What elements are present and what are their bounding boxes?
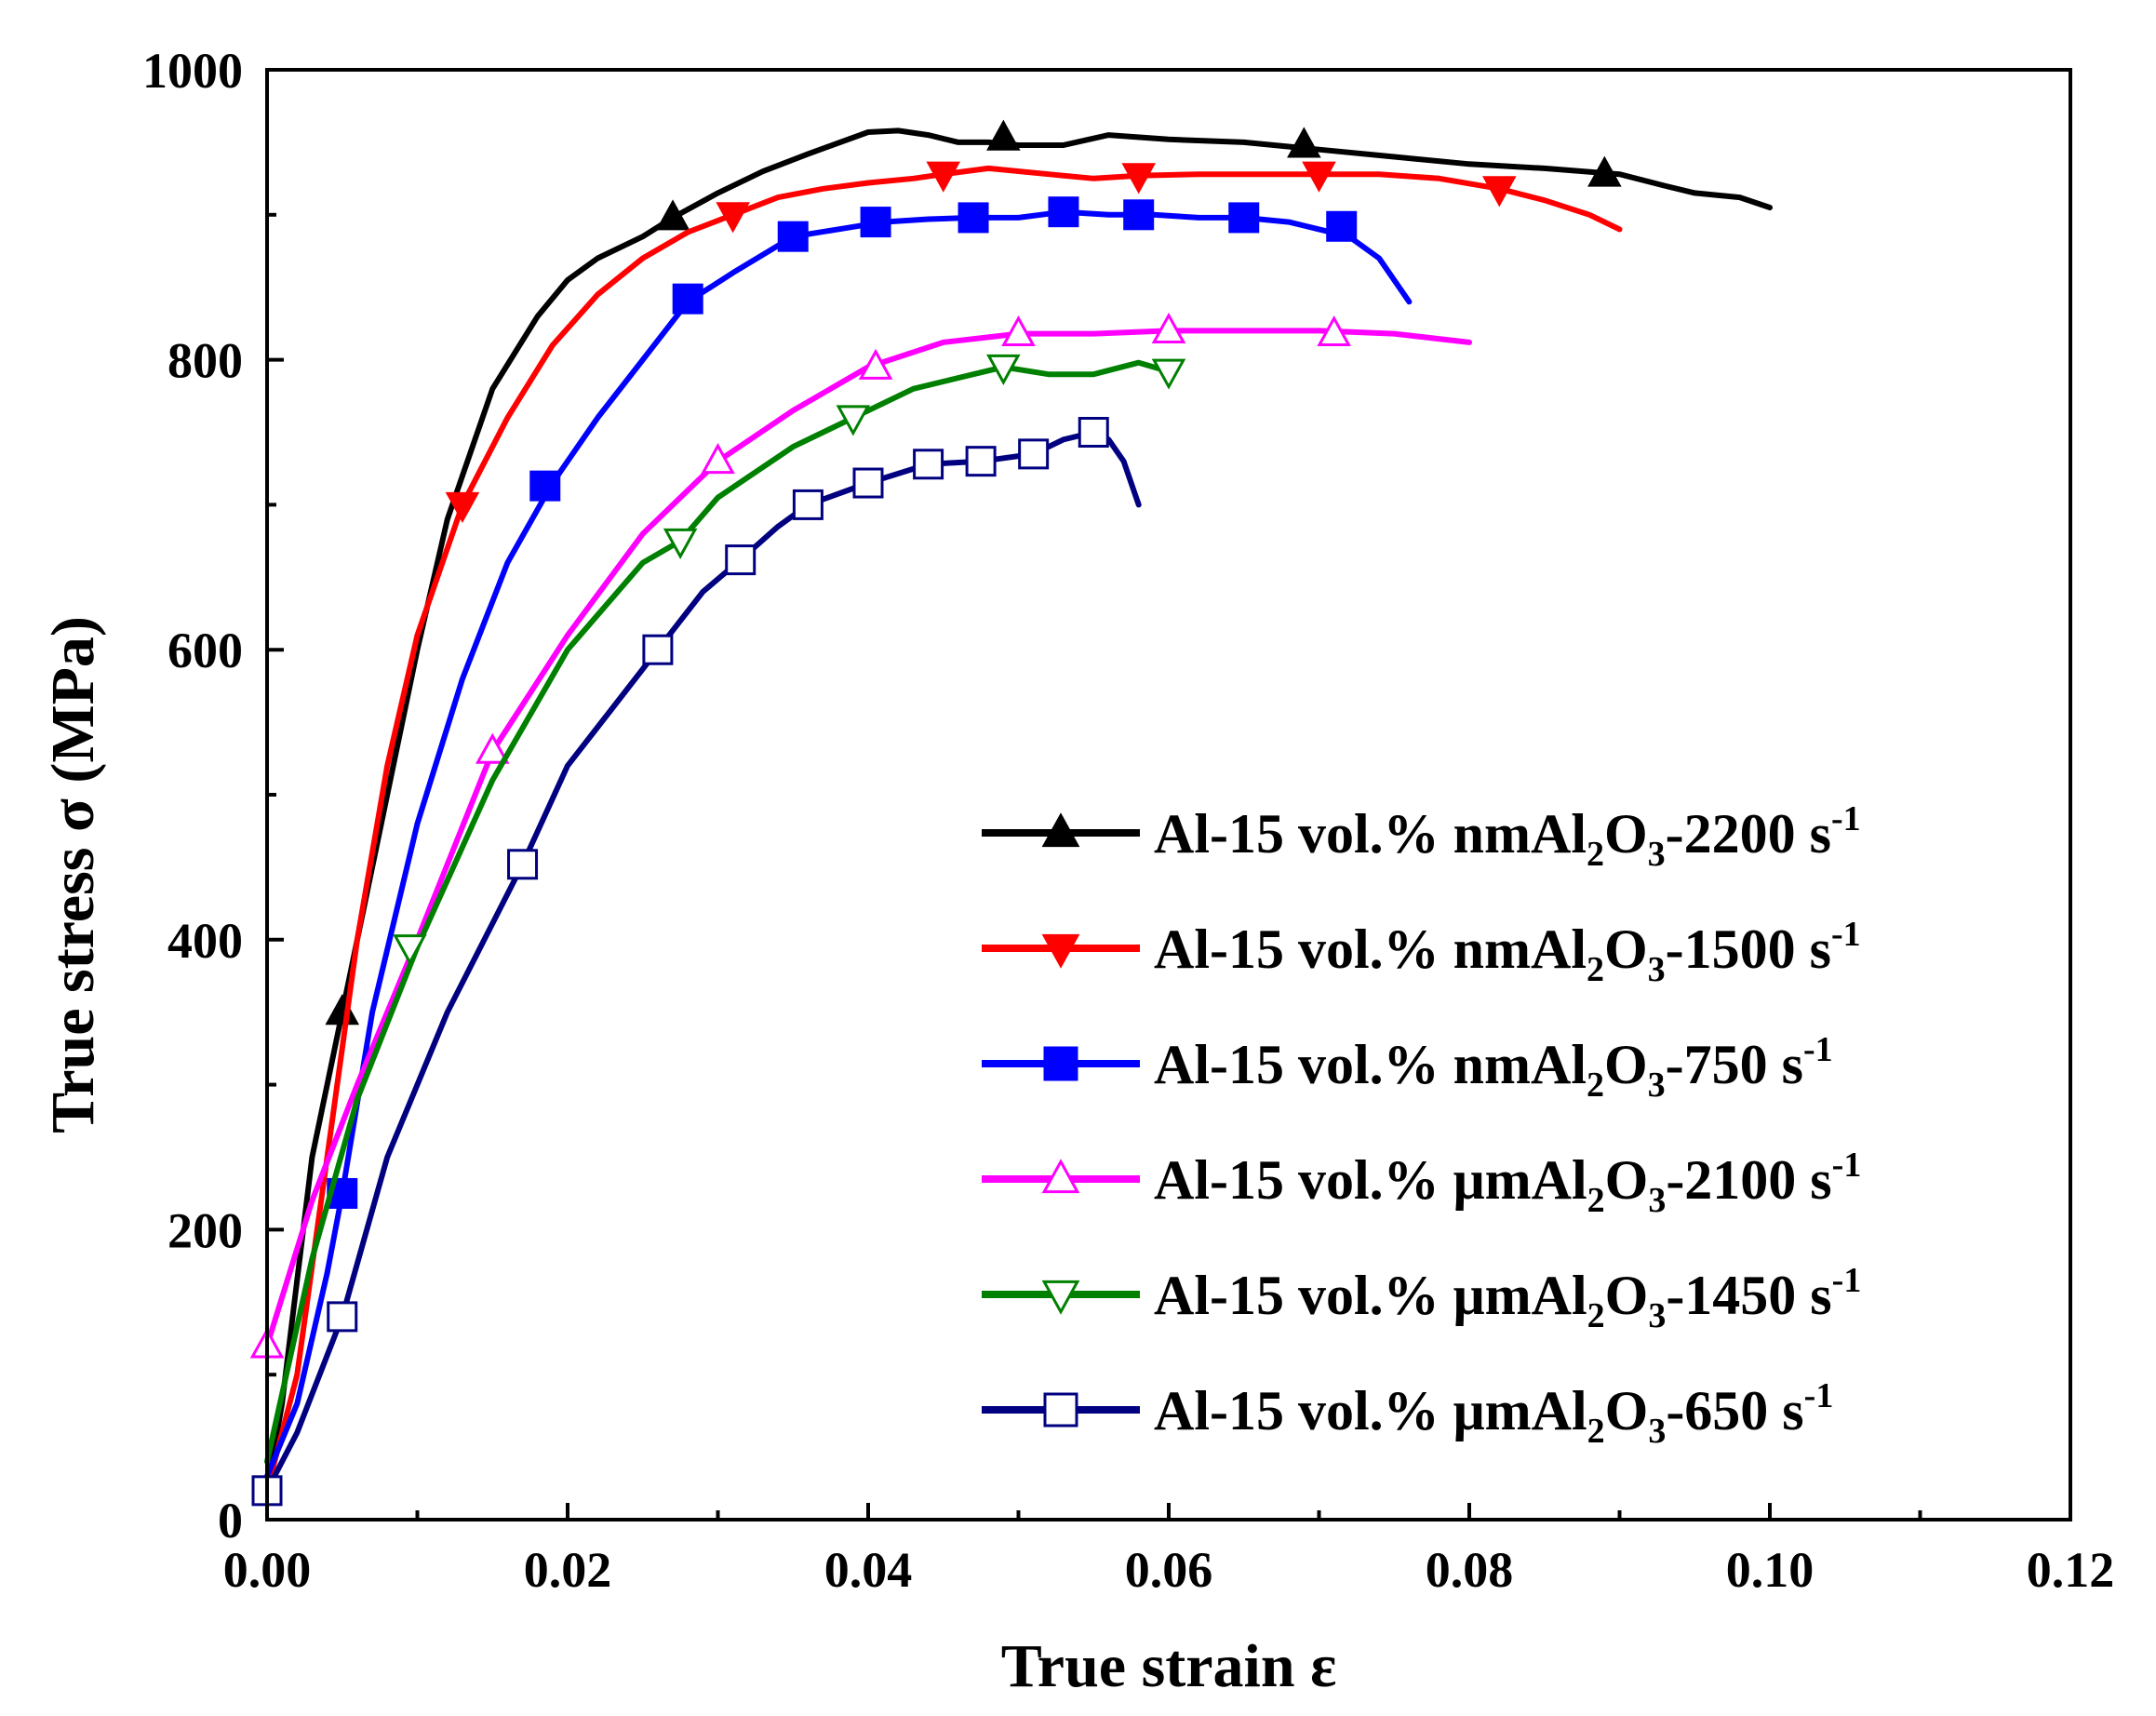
legend-marker <box>1043 1392 1078 1428</box>
data-point <box>1317 315 1351 347</box>
data-point <box>986 119 1021 151</box>
legend-entry: Al-15 vol.% μmAl2O3-2100 s-1 <box>982 1146 1861 1220</box>
legend: Al-15 vol.% nmAl2O3-2200 s-1 Al-15 vol.% … <box>982 799 1861 1451</box>
legend-label: Al-15 vol.% nmAl2O3-2200 s-1 <box>1154 799 1861 874</box>
legend-marker <box>1041 1280 1080 1315</box>
data-point <box>327 1301 358 1333</box>
data-point <box>852 467 884 499</box>
y-tick-label: 600 <box>167 623 243 678</box>
data-point <box>926 161 961 193</box>
x-axis-ticks: 0.00 0.02 0.04 0.06 0.08 0.10 0.12 <box>223 1503 2115 1598</box>
x-tick-label: 0.00 <box>223 1542 312 1598</box>
legend-entry: Al-15 vol.% μmAl2O3-650 s-1 <box>982 1376 1833 1451</box>
data-point <box>1121 163 1156 194</box>
series-line <box>264 165 1623 1494</box>
series-6 <box>251 417 1142 1507</box>
legend-marker <box>1041 1159 1080 1194</box>
data-point <box>701 443 735 475</box>
data-point <box>1228 202 1260 234</box>
data-point <box>529 470 561 502</box>
x-tick-label: 0.08 <box>1426 1542 1514 1598</box>
y-tick-label: 1000 <box>142 43 243 99</box>
data-point <box>1151 358 1186 390</box>
x-tick-label: 0.06 <box>1125 1542 1213 1598</box>
data-point <box>655 199 690 231</box>
legend-label: Al-15 vol.% μmAl2O3-650 s-1 <box>1154 1376 1833 1451</box>
data-point <box>860 207 891 238</box>
x-axis-title: True strain ε <box>1001 1632 1337 1700</box>
data-point <box>1151 312 1186 343</box>
x-tick-label: 0.04 <box>824 1542 913 1598</box>
data-point <box>475 732 510 764</box>
data-point <box>1078 417 1109 448</box>
data-point <box>965 446 997 477</box>
series-3 <box>264 196 1413 1480</box>
x-tick-label: 0.02 <box>524 1542 612 1598</box>
data-point <box>1302 161 1336 193</box>
y-tick-label: 400 <box>167 913 243 969</box>
data-point <box>716 202 750 234</box>
data-point <box>777 221 809 252</box>
data-point <box>986 354 1021 385</box>
legend-entry: Al-15 vol.% nmAl2O3-750 s-1 <box>982 1030 1833 1105</box>
legend-marker <box>1041 812 1080 848</box>
data-point <box>1482 176 1517 208</box>
data-point <box>836 405 871 436</box>
legend-entry: Al-15 vol.% nmAl2O3-2200 s-1 <box>982 799 1861 874</box>
data-point <box>672 283 703 315</box>
data-point <box>792 489 824 520</box>
data-point <box>858 348 893 380</box>
series-1 <box>264 119 1773 1494</box>
legend-entry: Al-15 vol.% μmAl2O3-1450 s-1 <box>982 1261 1861 1335</box>
legend-label: Al-15 vol.% nmAl2O3-750 s-1 <box>1154 1030 1833 1105</box>
series-line <box>264 328 1472 1348</box>
data-point <box>1123 199 1155 231</box>
series-4 <box>249 312 1472 1359</box>
data-point <box>642 634 674 665</box>
data-point <box>325 994 360 1026</box>
x-tick-label: 0.10 <box>1726 1542 1815 1598</box>
series-5 <box>264 354 1186 1465</box>
legend-entry: Al-15 vol.% nmAl2O3-1500 s-1 <box>982 915 1861 989</box>
series-line <box>264 429 1142 1494</box>
y-axis-title: True stress σ (MPa) <box>39 616 107 1133</box>
series-2 <box>264 161 1623 1494</box>
data-point <box>1326 210 1358 242</box>
y-tick-label: 800 <box>167 333 243 389</box>
data-point <box>1287 127 1321 158</box>
y-tick-label: 0 <box>218 1493 243 1548</box>
legend-marker <box>1041 933 1080 969</box>
x-tick-label: 0.12 <box>2027 1542 2115 1598</box>
legend-label: Al-15 vol.% μmAl2O3-1450 s-1 <box>1154 1261 1861 1335</box>
series-line <box>264 359 1172 1465</box>
data-point <box>1001 315 1036 347</box>
data-point <box>393 934 427 966</box>
data-point <box>725 544 757 576</box>
data-point <box>957 202 989 234</box>
series-line <box>264 127 1773 1494</box>
legend-label: Al-15 vol.% nmAl2O3-1500 s-1 <box>1154 915 1861 989</box>
legend-marker <box>1043 1046 1078 1081</box>
data-point <box>1018 438 1050 470</box>
data-curves <box>249 119 1773 1507</box>
data-point <box>913 449 944 480</box>
legend-label: Al-15 vol.% μmAl2O3-2100 s-1 <box>1154 1146 1861 1220</box>
data-point <box>1048 196 1079 228</box>
data-point <box>663 528 698 559</box>
y-tick-label: 200 <box>167 1202 243 1258</box>
data-point <box>507 849 539 880</box>
data-point <box>1587 155 1622 187</box>
data-point <box>445 491 480 524</box>
y-axis-ticks: 0 200 400 600 800 1000 <box>142 43 284 1548</box>
